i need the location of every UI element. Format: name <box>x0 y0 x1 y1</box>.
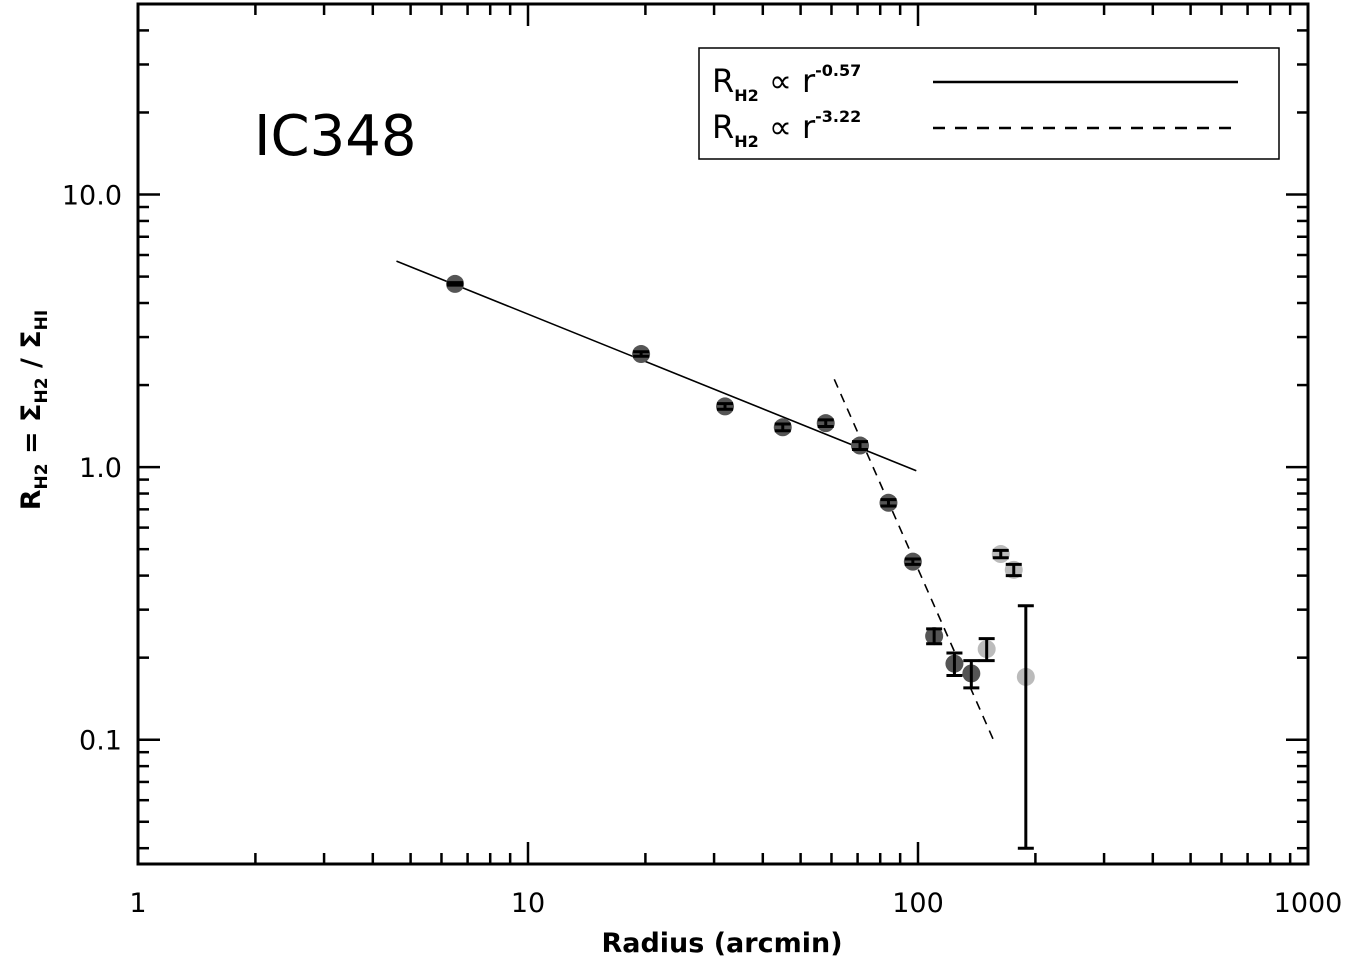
legend-label-part: -3.22 <box>815 107 861 126</box>
tick-labels: 1 10 100 1000 0.1 1.0 10.0 <box>62 181 1342 919</box>
y-label-part: = Σ <box>16 404 47 464</box>
y-label-part: / Σ <box>16 330 47 377</box>
legend-label-part: H2 <box>734 132 759 151</box>
legend-label-part: -0.57 <box>815 61 861 80</box>
legend-label-part: ∝ r <box>759 108 816 146</box>
y-tick-label: 0.1 <box>79 726 122 757</box>
x-tick-label: 1 <box>129 888 146 919</box>
y-label-part: R <box>16 489 47 510</box>
x-tick-label: 100 <box>892 888 944 919</box>
y-label-subscript: H2 <box>32 377 52 403</box>
legend-label: RH2 ∝ r-0.57 <box>712 61 861 105</box>
y-axis-label: RH2 = ΣH2 / ΣHI <box>16 310 52 510</box>
legend-label-part: R <box>712 62 734 100</box>
fit-line-solid <box>396 260 917 472</box>
chart-annotation: IC348 <box>254 104 417 169</box>
legend-label-part: H2 <box>734 86 759 105</box>
data-points <box>446 274 1035 850</box>
legend-box <box>698 47 1280 160</box>
y-tick-label: 1.0 <box>79 453 122 484</box>
plot-frame <box>136 2 1310 866</box>
y-label-subscript: H2 <box>32 463 52 489</box>
axis-ticks <box>138 2 1308 864</box>
x-tick-label: 10 <box>511 888 545 919</box>
legend-label-part: ∝ r <box>759 62 816 100</box>
legend-label-part: R <box>712 108 734 146</box>
x-tick-label: 1000 <box>1274 888 1343 919</box>
y-tick-label: 10.0 <box>62 181 122 212</box>
y-label-subscript: HI <box>32 310 52 331</box>
legend-label: RH2 ∝ r-3.22 <box>712 107 861 151</box>
x-axis-label: Radius (arcmin) <box>601 928 842 959</box>
